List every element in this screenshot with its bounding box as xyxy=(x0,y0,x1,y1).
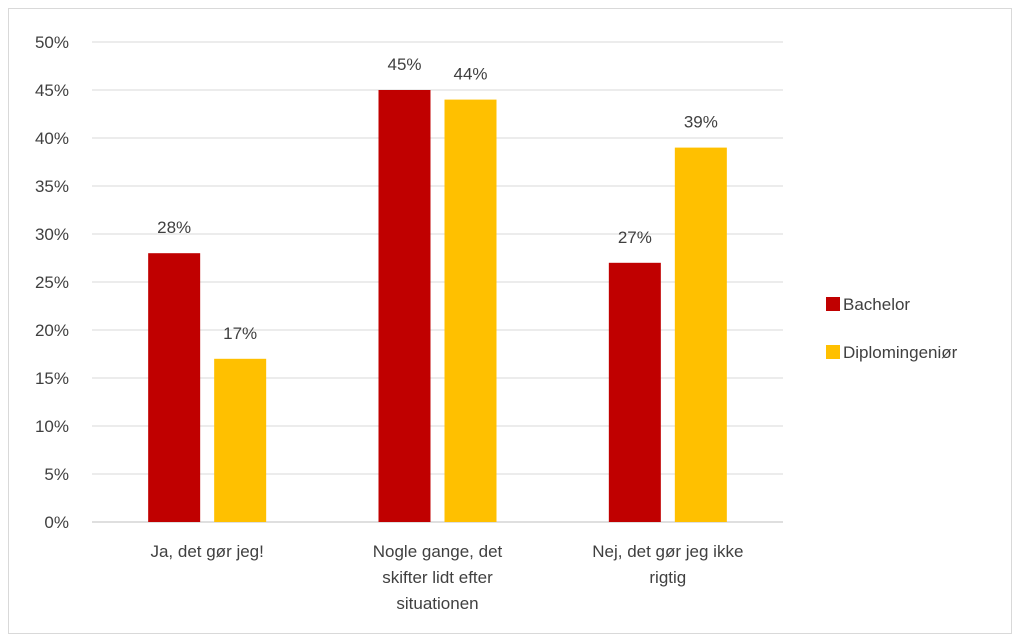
y-tick-label: 30% xyxy=(35,225,69,244)
x-category-label: rigtig xyxy=(649,568,686,587)
y-tick-label: 40% xyxy=(35,129,69,148)
legend-swatch xyxy=(826,297,840,311)
legend-label: Bachelor xyxy=(843,295,910,314)
bar-bachelor xyxy=(148,253,201,522)
y-tick-label: 50% xyxy=(35,33,69,52)
data-label: 28% xyxy=(157,218,191,237)
data-label: 45% xyxy=(387,55,421,74)
bar-diplomingeni-r xyxy=(444,99,497,522)
bar-diplomingeni-r xyxy=(214,358,267,522)
data-label: 44% xyxy=(453,65,487,84)
y-tick-label: 45% xyxy=(35,81,69,100)
y-tick-label: 15% xyxy=(35,369,69,388)
legend-label: Diplomingeniør xyxy=(843,343,958,362)
y-tick-label: 0% xyxy=(44,513,69,532)
y-tick-label: 10% xyxy=(35,417,69,436)
x-category-label: situationen xyxy=(396,594,478,613)
x-category-label: skifter lidt efter xyxy=(382,568,493,587)
y-tick-label: 35% xyxy=(35,177,69,196)
bar-diplomingeni-r xyxy=(674,147,727,522)
y-tick-label: 25% xyxy=(35,273,69,292)
data-label: 17% xyxy=(223,324,257,343)
legend-swatch xyxy=(826,345,840,359)
x-category-label: Nogle gange, det xyxy=(373,542,503,561)
y-tick-label: 5% xyxy=(44,465,69,484)
bar-bachelor xyxy=(608,262,661,522)
data-label: 39% xyxy=(684,113,718,132)
y-tick-label: 20% xyxy=(35,321,69,340)
x-category-label: Ja, det gør jeg! xyxy=(150,542,263,561)
data-label: 27% xyxy=(618,228,652,247)
bar-bachelor xyxy=(378,90,431,522)
x-category-label: Nej, det gør jeg ikke xyxy=(592,542,743,561)
